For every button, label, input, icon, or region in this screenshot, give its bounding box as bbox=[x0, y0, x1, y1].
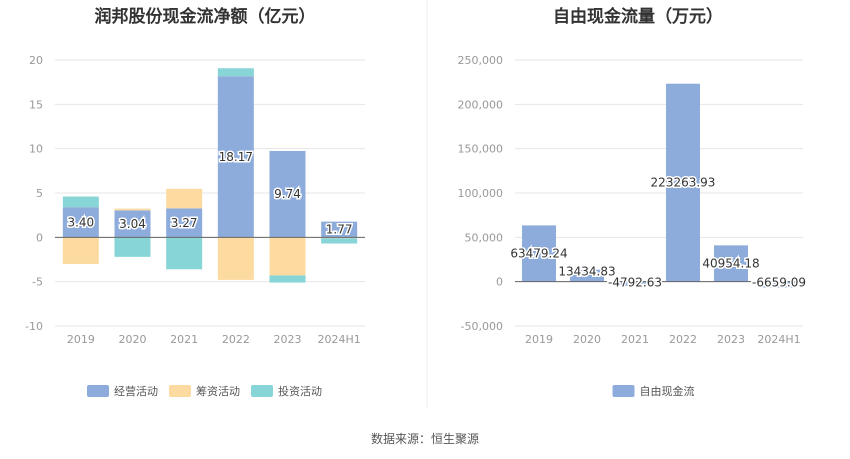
left-bar-2 bbox=[217, 68, 254, 77]
left-bar-2 bbox=[269, 275, 306, 283]
left-xtick-label: 2020 bbox=[119, 333, 147, 346]
left-bar-1 bbox=[62, 237, 99, 264]
left-bar-1 bbox=[269, 237, 306, 276]
right-xtick-label: 2023 bbox=[717, 333, 745, 346]
left-ytick-label: 10 bbox=[29, 143, 43, 156]
left-xtick-label: 2024H1 bbox=[318, 333, 361, 346]
right-bar-0 bbox=[618, 281, 652, 286]
left-data-label: 3.40 bbox=[67, 215, 94, 229]
left-data-label: 3.04 bbox=[119, 217, 146, 231]
right-ytick-label: 250,000 bbox=[458, 54, 504, 67]
left-bar-2 bbox=[62, 196, 99, 208]
right-ytick-label: 50,000 bbox=[465, 231, 504, 244]
left-bar-2 bbox=[321, 238, 358, 244]
left-ytick-label: 0 bbox=[36, 231, 43, 244]
right-bar-0 bbox=[570, 269, 604, 282]
left-data-label: 18.17 bbox=[219, 150, 253, 164]
left-xtick-label: 2019 bbox=[67, 333, 95, 346]
left-bar-0 bbox=[166, 208, 203, 238]
left-ytick-label: -10 bbox=[25, 320, 43, 333]
left-data-label: 3.27 bbox=[171, 216, 198, 230]
left-bar-0 bbox=[114, 210, 151, 238]
left-data-label: 1.77 bbox=[326, 222, 353, 236]
left-ytick-label: 15 bbox=[29, 98, 43, 111]
left-ytick-label: 20 bbox=[29, 54, 43, 67]
right-bar-0 bbox=[522, 225, 556, 282]
right-data-label: 223263.93 bbox=[651, 176, 716, 190]
left-bar-0 bbox=[321, 221, 358, 238]
right-xtick-label: 2024H1 bbox=[757, 333, 800, 346]
right-ytick-label: 200,000 bbox=[458, 98, 504, 111]
left-legend-swatch bbox=[169, 385, 191, 397]
left-bar-0 bbox=[62, 207, 99, 238]
source-note: 数据来源：恒生聚源 bbox=[371, 431, 479, 446]
right-ytick-label: 0 bbox=[496, 276, 503, 289]
right-legend-swatch bbox=[612, 385, 635, 397]
left-bar-0 bbox=[269, 150, 306, 238]
right-ytick-label: 150,000 bbox=[458, 143, 504, 156]
left-xtick-label: 2023 bbox=[274, 333, 302, 346]
left-legend-label: 筹资活动 bbox=[196, 384, 240, 398]
right-bar-0 bbox=[762, 281, 796, 288]
left-bar-2 bbox=[114, 237, 151, 257]
left-chart: -10 -5 0 5 10 15 20 2019 2020 2021 2022 2023 2024H1 3… bbox=[25, 54, 365, 398]
right-data-label: 13434.83 bbox=[558, 265, 615, 279]
left-xtick-label: 2022 bbox=[222, 333, 250, 346]
left-xtick-label: 2021 bbox=[170, 333, 198, 346]
right-ytick-label: 100,000 bbox=[458, 187, 504, 200]
right-data-label: -6659.09 bbox=[752, 276, 806, 290]
left-legend-swatch bbox=[251, 385, 273, 397]
left-ytick-label: 5 bbox=[36, 187, 43, 200]
left-bar-1 bbox=[217, 237, 254, 280]
right-xtick-label: 2021 bbox=[621, 333, 649, 346]
right-xtick-label: 2020 bbox=[573, 333, 601, 346]
right-bar-0 bbox=[714, 245, 748, 282]
left-bar-0 bbox=[217, 76, 254, 238]
left-chart-title: 润邦股份现金流净额（亿元） bbox=[95, 6, 316, 27]
right-chart-title: 自由现金流量（万元） bbox=[553, 6, 723, 27]
left-legend-label: 投资活动 bbox=[278, 384, 322, 398]
left-ytick-label: -5 bbox=[32, 276, 43, 289]
right-data-label: 63479.24 bbox=[510, 247, 567, 261]
right-xtick-label: 2022 bbox=[669, 333, 697, 346]
right-ytick-label: -50,000 bbox=[461, 320, 503, 333]
right-bar-0 bbox=[666, 83, 700, 282]
right-xtick-label: 2019 bbox=[525, 333, 553, 346]
left-legend-swatch bbox=[87, 385, 109, 397]
right-data-label: -4792.63 bbox=[608, 276, 662, 290]
left-bar-2 bbox=[166, 237, 203, 270]
left-bar-1 bbox=[166, 188, 203, 209]
left-data-label: 9.74 bbox=[274, 187, 301, 201]
left-legend-label: 经营活动 bbox=[114, 384, 158, 398]
right-chart: -50,000 0 50,000 100,000 150,000 200,000 250,0… bbox=[458, 54, 808, 398]
right-legend-label: 自由现金流 bbox=[640, 384, 695, 398]
left-bar-1 bbox=[114, 208, 151, 211]
right-data-label: 40954.18 bbox=[702, 257, 759, 271]
